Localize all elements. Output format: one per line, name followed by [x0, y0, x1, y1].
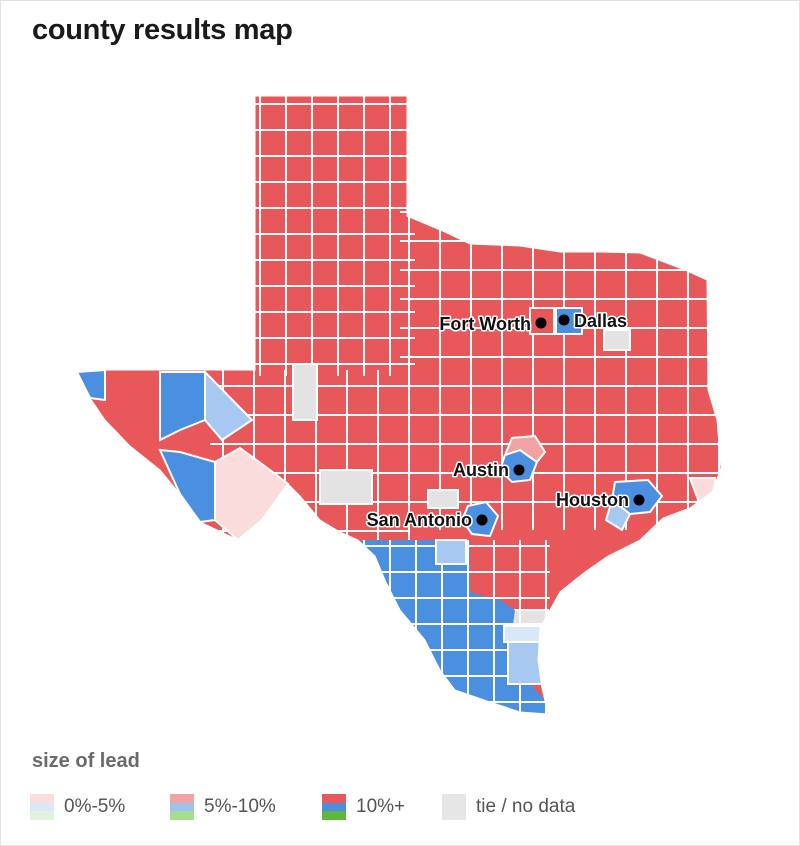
austin-marker[interactable]: [513, 464, 525, 476]
county-no-data-4: [603, 329, 631, 351]
county-no-data-3: [427, 489, 459, 509]
city-markers: [476, 314, 645, 526]
legend-swatch-10-plus: [322, 794, 346, 820]
county-el-paso: [77, 368, 106, 402]
legend-swatch-0-5: [30, 794, 54, 820]
city-label-austin: Austin: [453, 460, 509, 480]
legend-title: size of lead: [32, 750, 140, 772]
legend-label-5-10: 5%-10%: [204, 796, 276, 817]
legend: 0%-5% 5%-10% 10%+ tie / no data: [30, 792, 770, 822]
city-label-houston: Houston: [556, 490, 629, 510]
county-no-data-1: [292, 363, 318, 421]
page-title: county results map: [32, 14, 293, 46]
fort-worth-marker[interactable]: [535, 317, 547, 329]
san-antonio-marker[interactable]: [476, 514, 488, 526]
county-big-bend-3: [158, 448, 216, 524]
county-south-lean-1: [435, 539, 467, 565]
county-borders-north: [255, 96, 415, 376]
county-williamson: [503, 434, 547, 464]
legend-label-10-plus: 10%+: [356, 796, 406, 817]
county-no-data-2: [319, 469, 373, 505]
legend-swatch-tie: [442, 794, 466, 820]
legend-label-0-5: 0%-5%: [64, 796, 126, 817]
city-label-dallas: Dallas: [574, 311, 627, 331]
houston-marker[interactable]: [633, 494, 645, 506]
city-label-san-antonio: San Antonio: [367, 510, 472, 530]
legend-swatch-5-10: [170, 794, 194, 820]
legend-label-tie: tie / no data: [476, 796, 576, 817]
city-labels: Fort Worth Dallas Austin Houston San Ant…: [365, 310, 630, 532]
county-big-bend-2: [204, 369, 254, 442]
city-label-fort-worth: Fort Worth: [439, 314, 531, 334]
dallas-marker[interactable]: [558, 314, 570, 326]
county-fort-bend: [604, 498, 632, 532]
county-borders-central: [400, 210, 720, 530]
county-big-bend-1: [159, 371, 206, 442]
counties-layer: [77, 96, 721, 714]
